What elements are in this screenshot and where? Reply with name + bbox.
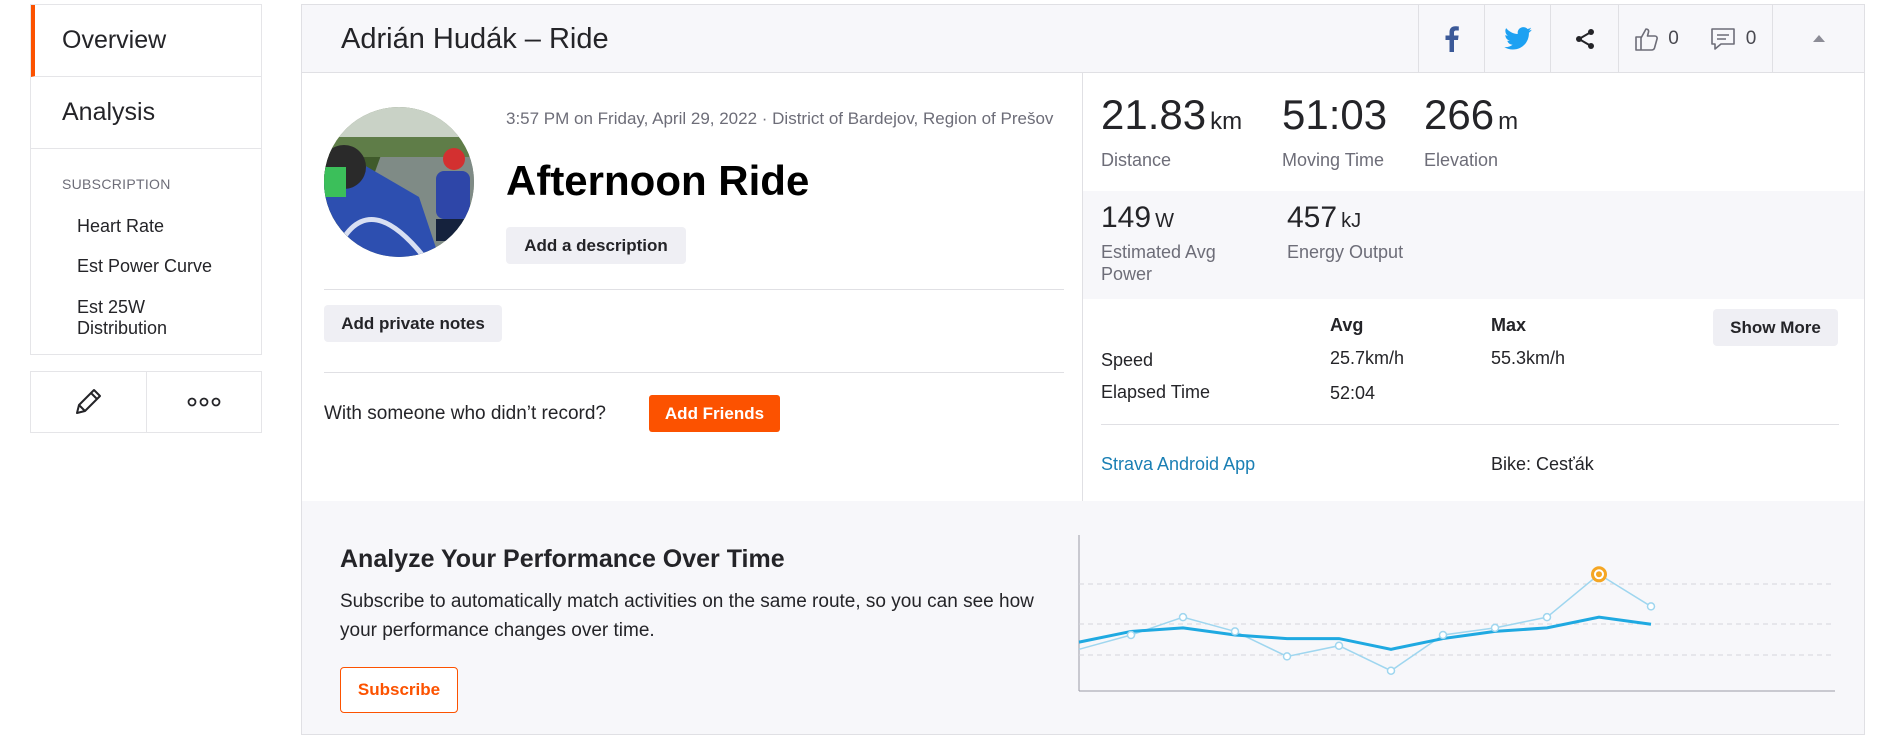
facebook-share-button[interactable] — [1418, 5, 1484, 72]
sidebar: Overview Analysis SUBSCRIPTION Heart Rat… — [30, 4, 262, 355]
stat-elevation-value: 266 m — [1424, 91, 1519, 138]
add-private-notes-button[interactable]: Add private notes — [324, 305, 502, 342]
activity-title[interactable]: Afternoon Ride — [506, 157, 810, 204]
stat-elevation-label: Elevation — [1424, 150, 1499, 170]
chart-point[interactable] — [1438, 630, 1448, 640]
comment-icon — [1710, 27, 1735, 50]
chart-point[interactable] — [1126, 630, 1136, 640]
chart-series-line-secondary — [1078, 573, 1652, 672]
chart-point[interactable] — [1230, 627, 1240, 636]
promo-text: Subscribe to automatically match activit… — [340, 591, 1034, 641]
col-avg-header: Avg — [1330, 315, 1364, 335]
add-description-button[interactable]: Add a description — [506, 227, 686, 264]
collapse-caret-icon — [1812, 35, 1825, 42]
twitter-icon — [1503, 27, 1532, 50]
add-friends-button[interactable]: Add Friends — [649, 395, 780, 432]
avatar-photo — [324, 107, 474, 257]
page-title: Adrián Hudák – Ride — [341, 23, 609, 55]
with-someone-text: With someone who didn’t record? — [324, 403, 606, 424]
row-elapsed-label: Elapsed Time — [1101, 382, 1211, 402]
comment-count: 0 — [1745, 27, 1757, 49]
comment-button[interactable]: 0 — [1694, 5, 1772, 72]
bike-info: Bike: Cesťák — [1491, 454, 1594, 474]
share-icon — [1575, 28, 1594, 49]
activity-datetime-location: 3:57 PM on Friday, April 29, 2022 · Dist… — [506, 109, 1054, 128]
activity-card: Adrián Hudák – Ride 0 — [301, 4, 1865, 735]
sidebar-tab-label: Analysis — [62, 98, 156, 126]
facebook-icon — [1445, 25, 1459, 52]
secondary-stats — [1083, 191, 1864, 299]
divider — [1101, 424, 1839, 425]
stat-distance-value: 21.83 km — [1101, 91, 1243, 138]
chart-point[interactable] — [1386, 666, 1396, 675]
divider — [324, 289, 1064, 290]
col-max-header: Max — [1491, 315, 1527, 335]
stat-avg-power-value: 149 W — [1101, 201, 1174, 234]
twitter-share-button[interactable] — [1484, 5, 1550, 72]
stat-distance-label: Distance — [1101, 150, 1172, 170]
promo-title: Analyze Your Performance Over Time — [340, 545, 785, 573]
row-elapsed-avg: 52:04 — [1330, 383, 1376, 403]
stat-energy-value: 457 kJ — [1287, 201, 1362, 234]
show-more-button[interactable]: Show More — [1713, 309, 1838, 346]
sidebar-link-est-25w-distribution[interactable]: Est 25W Distribution — [77, 297, 168, 338]
chart-series-line-main — [1078, 615, 1652, 651]
share-button[interactable] — [1550, 5, 1618, 72]
sidebar-tab-overview[interactable]: Overview — [31, 5, 261, 77]
stat-moving-time-value: 51:03 — [1282, 91, 1388, 138]
athlete-avatar[interactable] — [324, 107, 474, 257]
device-link[interactable]: Strava Android App — [1101, 454, 1256, 474]
pencil-icon — [76, 389, 102, 414]
row-speed-avg: 25.7km/h — [1330, 348, 1405, 368]
stat-moving-time-label: Moving Time — [1282, 150, 1385, 170]
chart-point[interactable] — [1282, 652, 1292, 661]
sidebar-actions — [30, 371, 262, 433]
sidebar-link-heart-rate[interactable]: Heart Rate — [77, 216, 165, 236]
more-button[interactable] — [147, 372, 262, 432]
performance-chart — [1078, 535, 1835, 692]
thumbs-up-icon — [1635, 27, 1659, 51]
sidebar-link-est-power-curve[interactable]: Est Power Curve — [77, 256, 213, 276]
subscribe-button[interactable]: Subscribe — [340, 667, 458, 713]
edit-button[interactable] — [31, 372, 147, 432]
sidebar-tab-label: Overview — [62, 26, 167, 54]
chart-point[interactable] — [1646, 602, 1656, 611]
row-speed-label: Speed — [1101, 350, 1154, 370]
subscription-heading: SUBSCRIPTION — [62, 176, 171, 192]
activity-header: Adrián Hudák – Ride 0 — [302, 5, 1864, 73]
chart-point[interactable] — [1334, 641, 1344, 650]
performance-promo: Analyze Your Performance Over Time Subsc… — [302, 501, 1864, 734]
more-dots-icon — [187, 397, 221, 407]
chart-point[interactable] — [1490, 623, 1500, 633]
divider — [324, 372, 1064, 373]
chart-point[interactable] — [1542, 612, 1552, 622]
stat-avg-power-label: Estimated Avg Power — [1101, 242, 1216, 284]
activity-stats: 21.83 km Distance 51:03 Moving Time 266 m … — [1082, 73, 1864, 501]
kudos-count: 0 — [1668, 27, 1679, 49]
row-speed-max: 55.3km/h — [1491, 348, 1566, 368]
chart-point-highlight-dot — [1596, 571, 1602, 578]
kudos-button[interactable]: 0 — [1618, 5, 1694, 72]
sidebar-tab-analysis[interactable]: Analysis — [31, 77, 261, 149]
stat-energy-label: Energy Output — [1287, 242, 1404, 262]
activity-summary: 3:57 PM on Friday, April 29, 2022 · Dist… — [302, 73, 1082, 501]
collapse-button[interactable] — [1772, 5, 1864, 72]
chart-point[interactable] — [1178, 612, 1188, 622]
